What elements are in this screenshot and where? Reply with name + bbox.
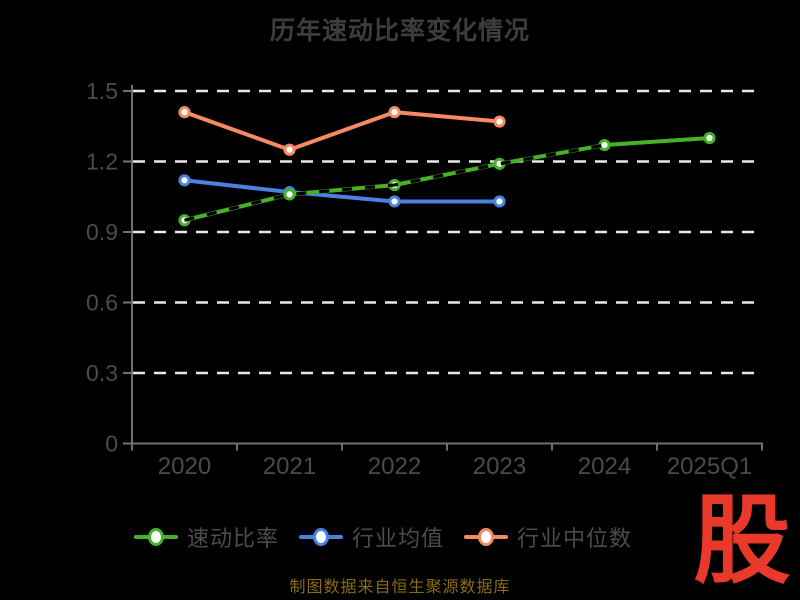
y-tick-label: 1.5: [86, 78, 118, 104]
data-point[interactable]: [283, 188, 296, 201]
legend-label: 速动比率: [187, 526, 280, 551]
data-point[interactable]: [493, 195, 506, 208]
series-line-2: [182, 110, 502, 152]
y-tick-label: 0.3: [86, 360, 118, 386]
logo-gu: 股: [693, 486, 791, 595]
y-tick-label: 0.9: [86, 219, 118, 245]
data-point[interactable]: [388, 195, 401, 208]
legend-label: 行业均值: [352, 526, 445, 551]
legend-item-2[interactable]: 行业中位数: [464, 521, 632, 553]
series-line-1: [182, 178, 502, 204]
legend-label: 行业中位数: [517, 526, 633, 551]
y-tick-label: 0.6: [86, 290, 118, 316]
y-tick-label: 0: [105, 431, 118, 457]
legend-item-1[interactable]: 行业均值: [299, 521, 444, 553]
x-tick-label: 2021: [263, 453, 316, 480]
y-tick-label: 1.2: [86, 149, 118, 175]
data-point[interactable]: [493, 115, 506, 128]
legend-marker-icon: [134, 528, 178, 546]
x-tick-label: 2020: [158, 453, 211, 480]
chart-canvas: 0 0.3 0.6 0.9 1.2 1.5 2020 2021 2022 2023 2024 2025…: [86, 78, 763, 480]
data-point[interactable]: [388, 106, 401, 119]
legend-item-0[interactable]: 速动比率: [134, 521, 279, 553]
x-tick-label: 2022: [368, 453, 421, 480]
data-point[interactable]: [703, 131, 716, 145]
x-tick-label: 2023: [473, 453, 526, 480]
data-point[interactable]: [598, 138, 611, 152]
legend: 速动比率 行业均值 行业中位数: [134, 521, 632, 553]
data-point[interactable]: [178, 106, 191, 119]
x-tick-label: 2025Q1: [667, 453, 752, 480]
data-point[interactable]: [283, 143, 296, 156]
x-tick-label: 2024: [578, 453, 631, 480]
legend-marker-icon: [464, 528, 509, 546]
series-line-0: [182, 136, 712, 223]
series-dashed-overlay: [184, 143, 605, 222]
data-source-note: 制图数据来自恒生聚源数据库: [289, 579, 511, 596]
data-point[interactable]: [178, 174, 191, 187]
legend-marker-icon: [299, 528, 344, 546]
chart-title: 历年速动比率变化情况: [269, 17, 530, 45]
